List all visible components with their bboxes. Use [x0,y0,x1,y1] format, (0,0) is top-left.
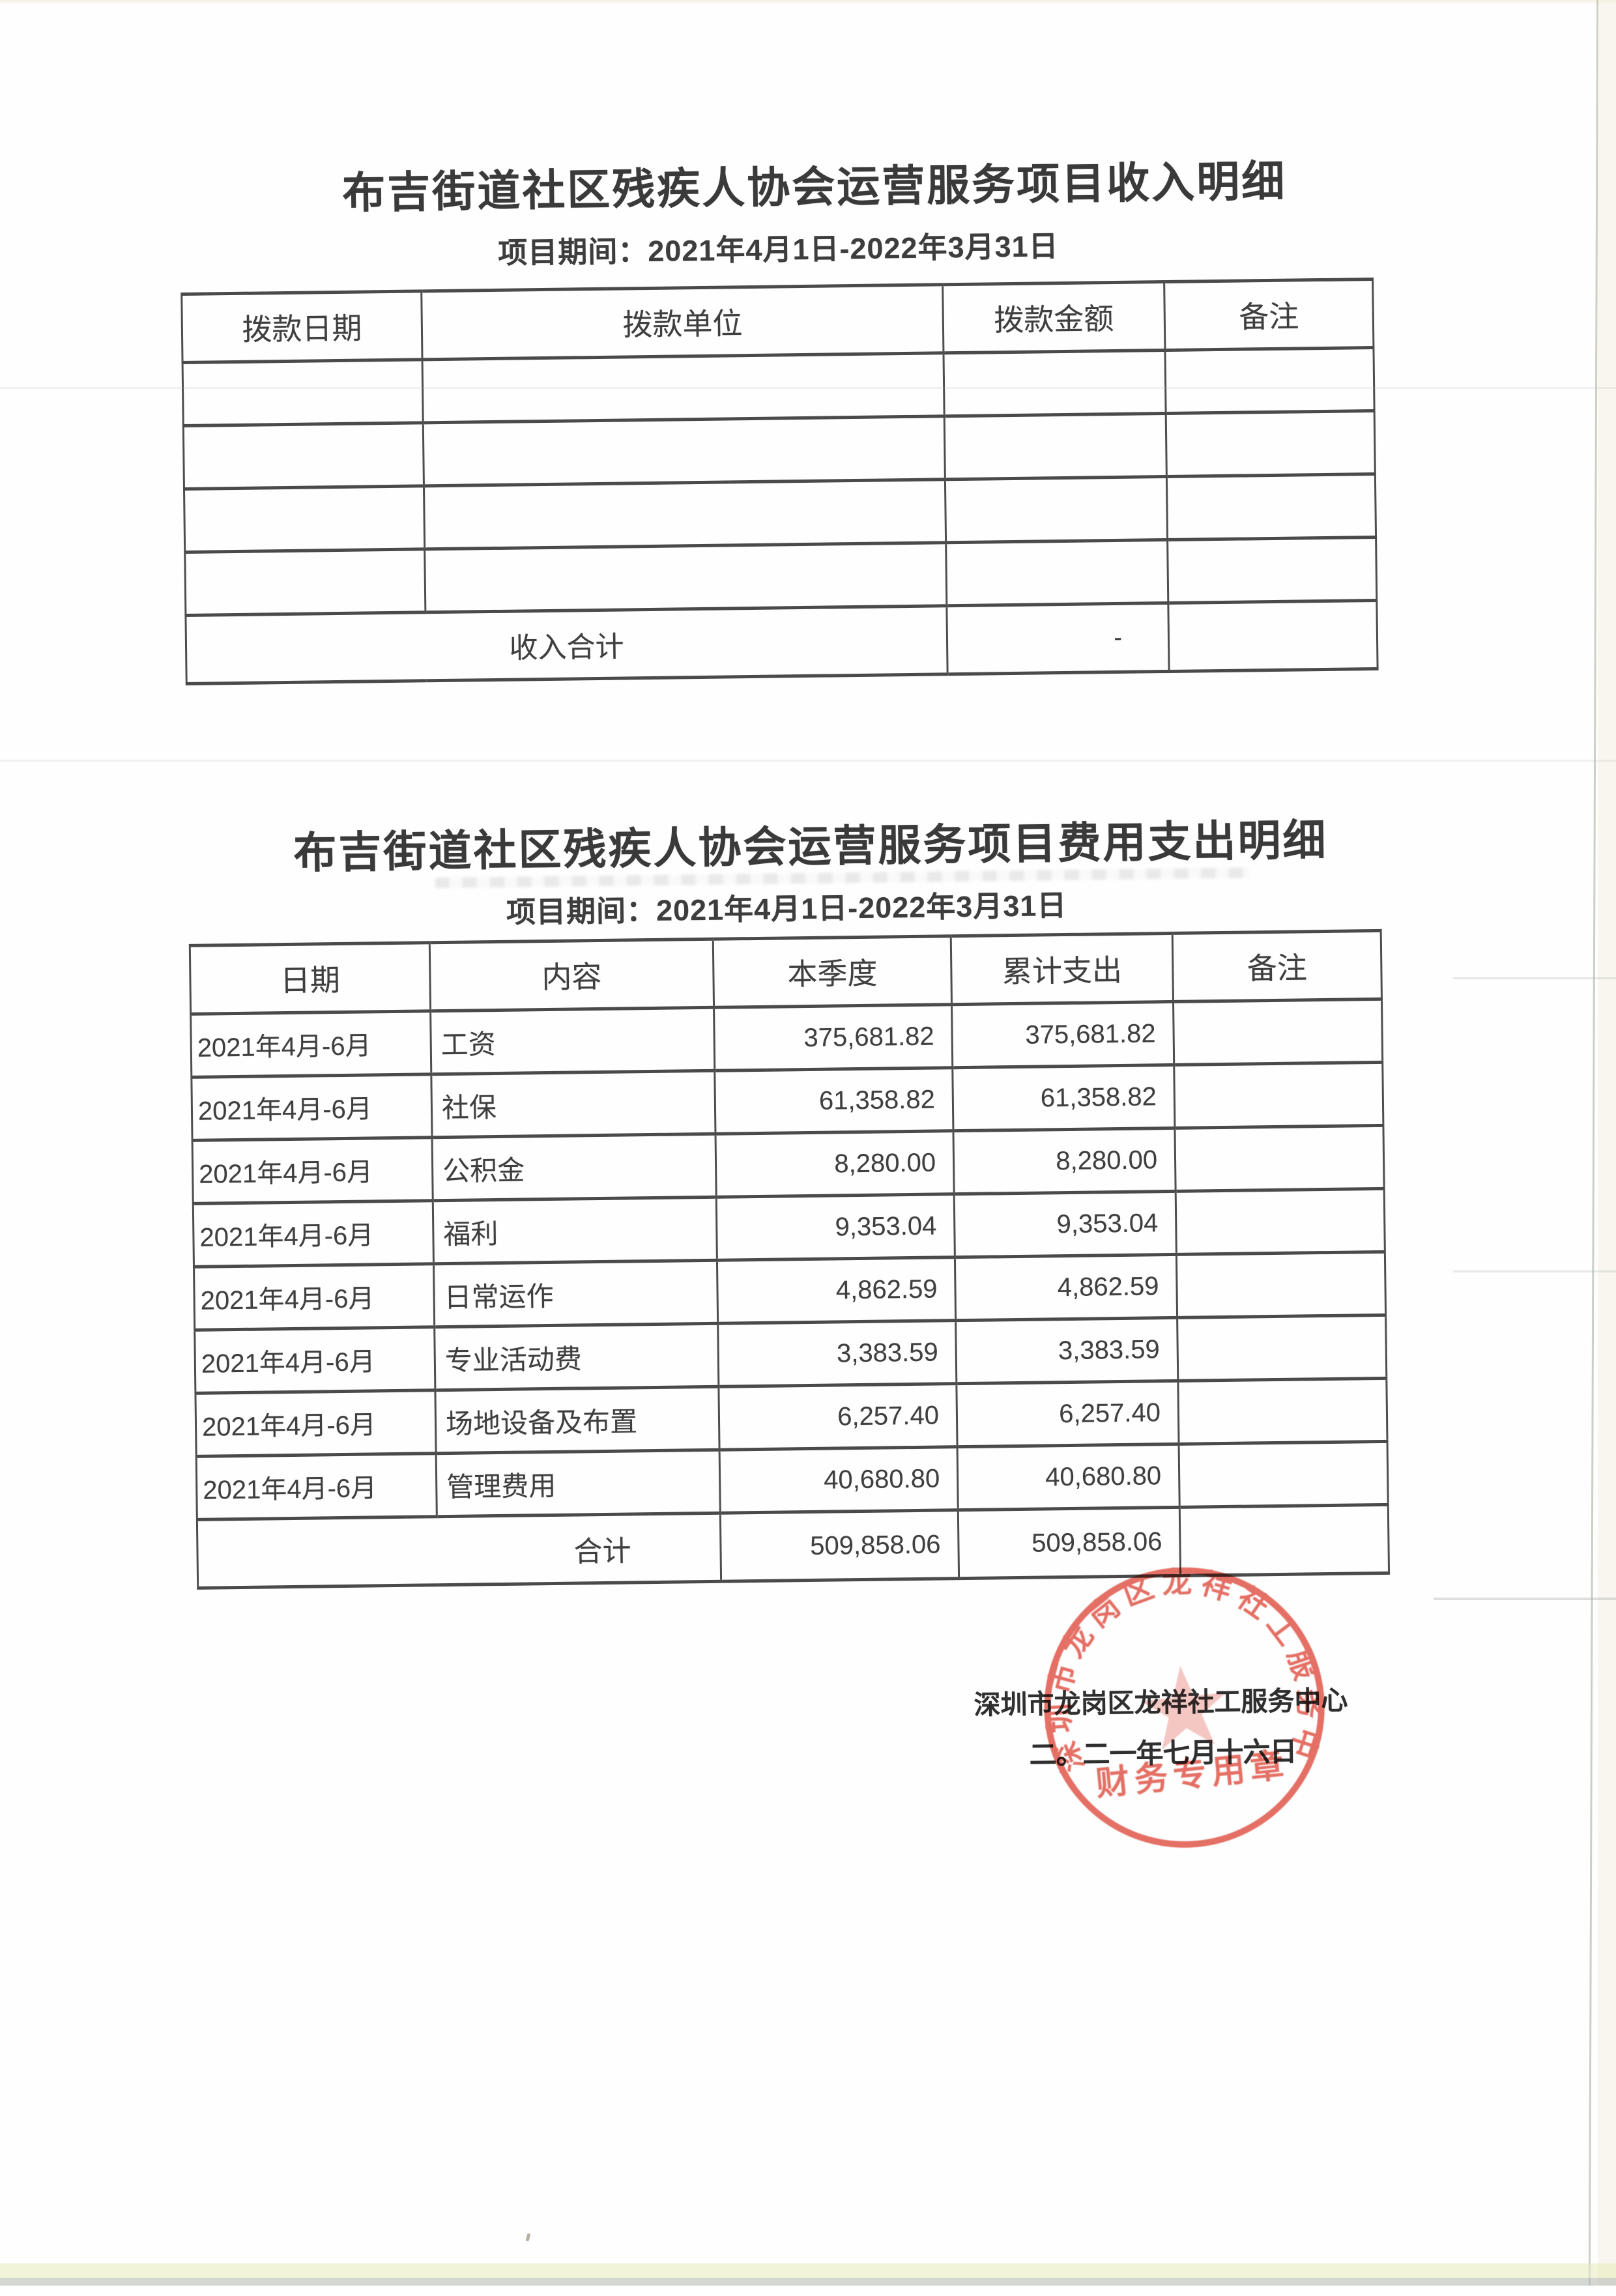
scan-streak [0,387,1616,389]
item-cell: 场地设备及布置 [435,1386,720,1454]
date-cell: 2021年4月-6月 [196,1453,437,1520]
blank-cell [1166,474,1376,540]
quarter-amount-cell: 6,257.40 [718,1383,958,1450]
item-cell: 管理费用 [436,1450,721,1517]
date-cell: 2021年4月-6月 [192,1137,433,1204]
blank-cell [945,476,1168,543]
stamp-bottom-text: 财务专用章 [1094,1745,1291,1802]
quarter-amount-cell: 9,353.04 [716,1194,955,1261]
income-section-title: 布吉街道社区残疾人协会运营服务项目收入明细 [341,156,1287,217]
expense-total-quarter: 509,858.06 [720,1510,959,1582]
finance-seal-stamp: 深圳市龙岗区龙祥社工服务中心 财务专用章 [1022,1545,1334,1848]
cumulative-amount-cell: 61,358.82 [952,1065,1175,1131]
scan-edge-right-tint [1598,0,1616,2286]
note-cell [1173,999,1383,1065]
quarter-amount-cell: 3,383.59 [717,1320,957,1387]
scan-streak [1453,977,1616,979]
expense-header-note: 备注 [1172,930,1382,1002]
cumulative-amount-cell: 3,383.59 [955,1317,1178,1384]
blank-cell [944,413,1167,480]
quarter-amount-cell: 375,681.82 [714,1004,953,1071]
expense-section-title: 布吉街道社区残疾人协会运营服务项目费用支出明细 [293,815,1328,877]
blank-cell [1164,347,1375,414]
note-cell [1176,1252,1386,1318]
item-cell: 日常运作 [433,1260,718,1327]
blank-cell [1166,410,1376,477]
blank-cell [184,485,425,552]
note-cell [1177,1378,1388,1444]
quarter-amount-cell: 40,680.80 [719,1446,959,1514]
date-cell: 2021年4月-6月 [194,1263,435,1330]
cumulative-amount-cell: 8,280.00 [953,1128,1176,1194]
quarter-amount-cell: 61,358.82 [714,1067,953,1134]
scan-edge-top [0,0,1616,5]
item-cell: 专业活动费 [434,1323,719,1390]
blank-cell [184,549,426,616]
expense-total-label: 合计 [197,1513,721,1588]
note-cell [1177,1315,1387,1381]
quarter-amount-cell: 4,862.59 [717,1257,956,1324]
blank-cell [423,416,945,486]
date-cell: 2021年4月-6月 [193,1200,434,1267]
blank-cell [1168,600,1378,672]
date-cell: 2021年4月-6月 [191,1074,433,1141]
blank-cell [945,539,1168,606]
item-cell: 工资 [430,1007,715,1074]
note-cell [1174,1125,1385,1192]
item-cell: 公积金 [432,1134,717,1201]
scan-streak [1434,1598,1616,1600]
income-total-amount: - [946,603,1170,674]
cumulative-amount-cell: 375,681.82 [951,1001,1174,1068]
expense-header-item: 内容 [429,939,714,1011]
blank-cell [183,422,424,489]
date-cell: 2021年4月-6月 [190,1011,431,1078]
scan-edge-bottom-band [0,2263,1616,2278]
income-total-row: 收入合计 - [185,600,1378,684]
note-cell [1179,1441,1389,1508]
blank-cell [424,479,946,549]
stamp-ring-icon [1044,1567,1325,1848]
expense-total-label-text: 合计 [573,1535,631,1568]
quarter-amount-cell: 8,280.00 [715,1130,955,1198]
stamp-star-icon [1140,1665,1226,1750]
blank-cell [943,350,1166,416]
blank-cell [424,542,947,612]
income-header-grant-unit: 拨款单位 [421,284,944,360]
expense-section-period: 项目期间：2021年4月1日-2022年3月31日 [506,888,1067,929]
expense-header-cumulative: 累计支出 [951,933,1174,1005]
expense-table: 日期 内容 本季度 累计支出 备注 2021年4月-6月 工资 375,681.… [189,929,1390,1590]
cumulative-amount-cell: 40,680.80 [957,1444,1180,1510]
income-section-period: 项目期间：2021年4月1日-2022年3月31日 [497,229,1059,270]
cumulative-amount-cell: 9,353.04 [954,1191,1177,1257]
date-cell: 2021年4月-6月 [194,1327,435,1394]
income-header-grant-amount: 拨款金额 [942,281,1165,353]
scan-streak [0,760,1616,762]
blank-cell [1167,537,1377,603]
note-cell [1174,1062,1383,1128]
cumulative-amount-cell: 4,862.59 [955,1254,1177,1321]
item-cell: 社保 [431,1070,715,1138]
expense-header-quarter: 本季度 [713,936,952,1008]
income-total-label: 收入合计 [185,605,948,684]
cumulative-amount-cell: 6,257.40 [956,1381,1179,1447]
scan-edge-bottom-gray [0,2278,1616,2286]
scan-streak [1453,1270,1616,1272]
income-header-note: 备注 [1164,279,1374,351]
date-cell: 2021年4月-6月 [195,1390,437,1457]
expense-header-date: 日期 [190,942,431,1014]
income-header-grant-date: 拨款日期 [181,291,423,363]
item-cell: 福利 [433,1197,717,1264]
note-cell [1176,1188,1385,1255]
blank-cell [182,359,424,426]
income-table: 拨款日期 拨款单位 拨款金额 备注 收入合计 [180,278,1378,685]
